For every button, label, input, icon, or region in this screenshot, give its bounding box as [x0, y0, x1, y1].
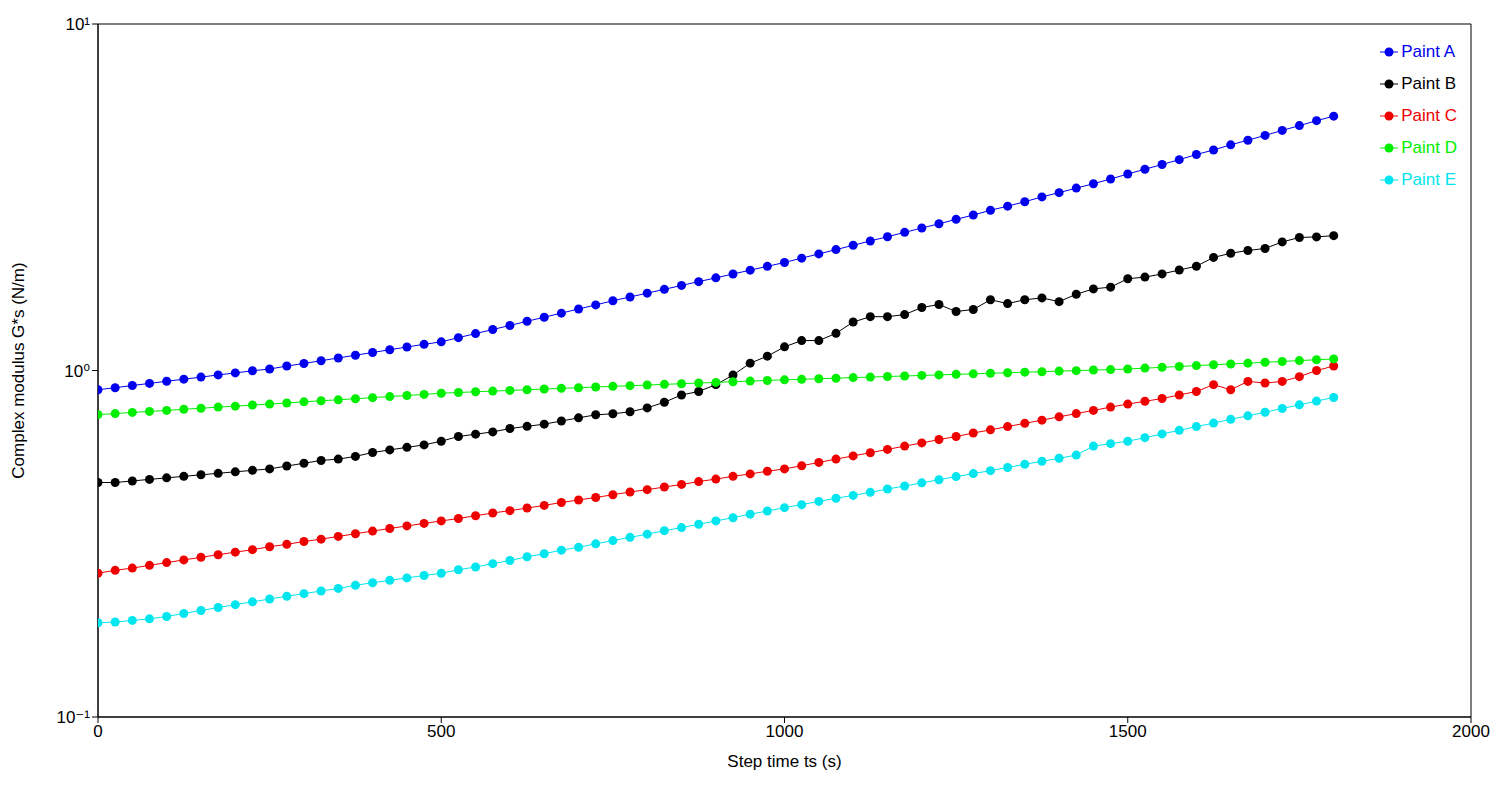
svg-text:2000: 2000: [1452, 722, 1490, 741]
html-text:Paint C: Paint C: [1401, 106, 1457, 125]
svg-text:Step time ts (s): Step time ts (s): [727, 752, 841, 771]
svg-text:10⁻¹: 10⁻¹: [56, 708, 90, 727]
svg-text:10¹: 10¹: [65, 15, 90, 34]
svg-text:1500: 1500: [1109, 722, 1147, 741]
svg-text:1000: 1000: [766, 722, 804, 741]
html-text:Paint E: Paint E: [1401, 170, 1457, 189]
html-text:Paint D: Paint D: [1401, 138, 1457, 157]
svg-text:500: 500: [427, 722, 455, 741]
svg-text:10⁰: 10⁰: [64, 362, 90, 381]
svg-text:Complex modulus G*s (N/m): Complex modulus G*s (N/m): [9, 262, 28, 478]
svg-text:0: 0: [93, 722, 102, 741]
html-text:Paint B: Paint B: [1401, 74, 1457, 93]
html-text:Paint A: Paint A: [1401, 42, 1456, 61]
